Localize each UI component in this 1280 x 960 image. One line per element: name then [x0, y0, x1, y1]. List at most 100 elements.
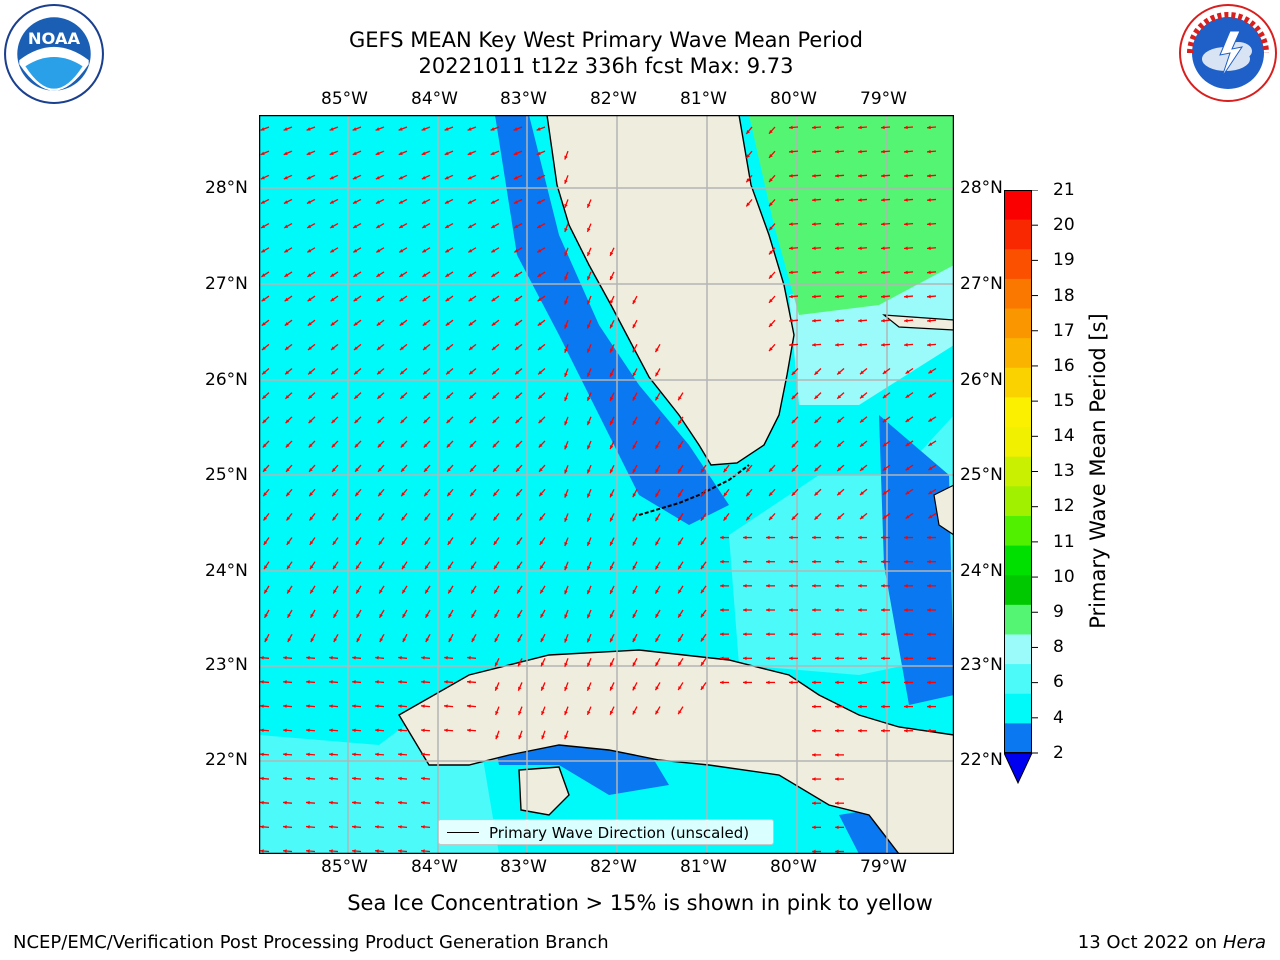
noaa-logo-text: NOAA	[28, 29, 81, 48]
wave-direction-arrowhead	[610, 686, 614, 691]
wave-direction-arrowhead	[264, 565, 268, 570]
wave-direction-arrowhead	[514, 321, 519, 326]
wave-direction-arrowhead	[261, 273, 266, 277]
wave-direction-arrowhead	[329, 825, 333, 829]
wave-direction-arrowhead	[469, 443, 474, 448]
wave-direction-arrowhead	[858, 656, 862, 661]
wave-direction-arrowhead	[587, 662, 591, 667]
wave-direction-arrowhead	[587, 445, 591, 450]
ocean-period-9-10	[749, 115, 954, 315]
wave-direction-arrowhead	[378, 492, 382, 497]
wave-direction-arrowhead	[743, 656, 747, 661]
wave-direction-arrowhead	[377, 419, 382, 424]
lat-label-right: 25°N	[960, 465, 1003, 485]
wave-direction-arrowhead	[564, 638, 568, 643]
wave-direction-arrowhead	[678, 613, 682, 618]
colorbar-title: Primary Wave Mean Period [s]	[1086, 313, 1110, 629]
wave-direction-arrowhead	[424, 516, 429, 521]
wave-direction-arrowhead	[587, 348, 591, 353]
wave-direction-arrowhead	[330, 248, 335, 253]
wave-direction-arrowhead	[308, 419, 313, 424]
wave-direction-arrowhead	[537, 224, 542, 228]
wave-direction-arrowhead	[928, 418, 933, 422]
wave-direction-arrowhead	[518, 686, 522, 691]
wave-direction-arrowhead	[515, 394, 520, 399]
colorbar-segment	[1004, 575, 1032, 606]
wave-direction-arrowhead	[287, 589, 291, 594]
wave-direction-arrowhead	[858, 632, 862, 636]
colorbar-segment	[1004, 190, 1032, 221]
wave-direction-arrowhead	[812, 753, 816, 757]
wave-direction-arrowhead	[468, 321, 473, 326]
wave-direction-arrowhead	[401, 467, 405, 472]
wave-direction-arrowhead	[928, 466, 933, 470]
wave-direction-arrowhead	[378, 516, 383, 521]
wave-direction-arrowhead	[518, 710, 522, 715]
wave-direction-arrowhead	[858, 318, 862, 323]
lon-label-bottom: 85°W	[321, 857, 368, 877]
wave-direction-arrowhead	[284, 248, 289, 253]
wave-direction-arrowhead	[398, 127, 403, 131]
wave-direction-arrowhead	[858, 704, 862, 709]
wave-direction-arrowhead	[812, 728, 816, 733]
wave-direction-arrowhead	[425, 565, 429, 570]
wave-direction-arrowhead	[401, 516, 406, 521]
wave-direction-arrowhead	[632, 300, 637, 305]
colorbar-segment	[1004, 367, 1032, 398]
isla-de-la-juventud	[518, 766, 570, 816]
wave-direction-arrowhead	[516, 467, 520, 472]
wave-direction-arrowhead	[564, 711, 568, 716]
wave-direction-arrowhead	[260, 752, 264, 757]
wave-direction-arrowhead	[421, 127, 426, 131]
wave-direction-arrowhead	[447, 540, 452, 545]
colorbar-tick-label: 13	[1053, 461, 1075, 481]
wave-direction-arrowhead	[444, 728, 448, 733]
wave-direction-arrowhead	[746, 516, 750, 521]
wave-direction-arrowhead	[882, 466, 887, 471]
wave-direction-arrowhead	[445, 297, 450, 302]
wave-direction-arrowhead	[513, 127, 518, 131]
wave-direction-arrowhead	[287, 613, 291, 618]
wave-direction-arrowhead	[517, 638, 522, 643]
wave-direction-arrowhead	[352, 656, 356, 660]
andros-island	[933, 484, 954, 536]
lon-label-top: 79°W	[860, 89, 907, 109]
colorbar-tick-label: 8	[1053, 637, 1064, 657]
wave-direction-arrowhead	[375, 728, 379, 733]
grand-bahama	[882, 314, 954, 331]
lat-label-right: 27°N	[960, 274, 1003, 294]
wave-direction-arrowhead	[700, 589, 705, 594]
colorbar-tick-label: 19	[1053, 250, 1075, 270]
wave-direction-arrowhead	[610, 662, 614, 667]
wave-direction-arrowhead	[927, 246, 931, 251]
colorbar-segment	[1004, 456, 1032, 487]
wave-direction-arrowhead	[425, 613, 429, 618]
wave-direction-arrowhead	[398, 825, 402, 829]
wave-direction-arrowhead	[448, 589, 452, 594]
lon-label-top: 84°W	[411, 89, 458, 109]
wave-direction-arrowhead	[399, 248, 404, 253]
wave-direction-arrowhead	[540, 613, 544, 618]
wave-direction-arrowhead	[378, 540, 383, 545]
wave-direction-arrowhead	[398, 704, 402, 708]
wave-direction-arrowhead	[375, 656, 379, 660]
wave-direction-arrowhead	[260, 127, 265, 131]
wave-direction-arrowhead	[516, 540, 521, 545]
wave-direction-arrowhead	[354, 370, 359, 375]
wave-direction-arrowhead	[310, 613, 314, 618]
lat-label-right: 22°N	[960, 750, 1003, 770]
wave-direction-arrowhead	[329, 200, 334, 204]
wave-direction-arrowhead	[263, 540, 268, 545]
wave-direction-arrowhead	[927, 125, 931, 130]
wave-direction-arrowhead	[353, 248, 358, 253]
wave-direction-arrowhead	[444, 656, 448, 660]
wave-direction-arrowhead	[422, 248, 427, 253]
wave-direction-arrowhead	[791, 467, 796, 472]
wave-direction-arrowhead	[632, 565, 637, 570]
wave-direction-arrowhead	[905, 370, 910, 374]
wave-direction-arrowhead	[927, 728, 931, 733]
wave-direction-arrowhead	[882, 442, 887, 447]
wave-direction-arrowhead	[904, 149, 908, 154]
wave-direction-arrowhead	[812, 584, 816, 588]
wave-direction-arrowhead	[262, 419, 267, 424]
